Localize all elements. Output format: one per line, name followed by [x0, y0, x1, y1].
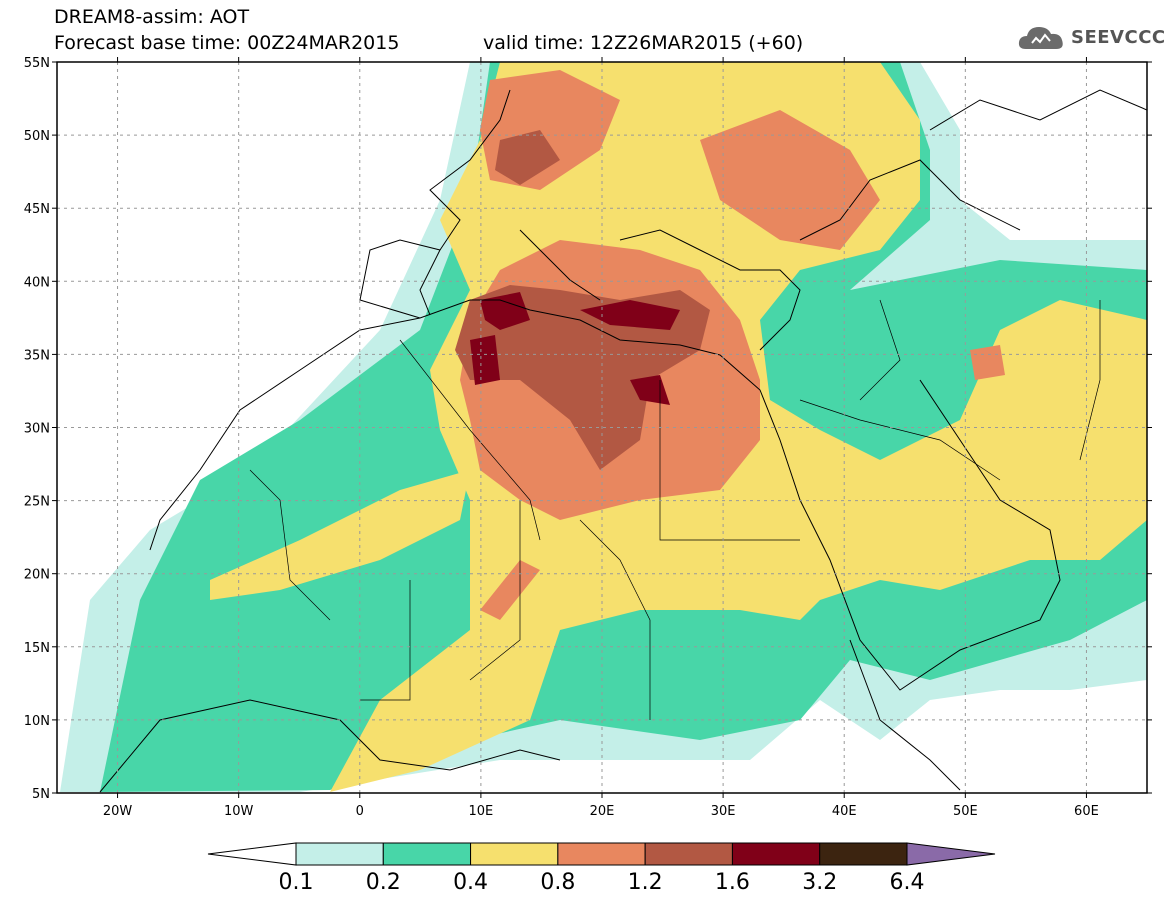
- lat-label: 45N: [24, 202, 50, 217]
- colorbar-low-arrow: [207, 842, 297, 866]
- lon-label: 50E: [953, 804, 978, 819]
- lon-label: 40E: [832, 804, 857, 819]
- aot-level-1.2: [455, 285, 710, 470]
- aot-level-1.6: [580, 300, 680, 330]
- colorbar-level-label: 6.4: [889, 870, 925, 895]
- graticule: [57, 62, 1147, 793]
- aot-level-0.8-patch: [970, 345, 1005, 380]
- lat-label: 50N: [24, 129, 50, 144]
- colorbar-box: [644, 842, 733, 866]
- seevccc-logo: SEEVCCC: [1018, 23, 1165, 55]
- cloud-icon: [1018, 27, 1063, 49]
- colorbar-level-label: 3.2: [802, 870, 838, 895]
- lon-label: 0: [356, 804, 364, 819]
- lat-label: 20N: [24, 568, 50, 583]
- lon-label: 20E: [590, 804, 615, 819]
- lat-label: 30N: [24, 422, 50, 437]
- aot-level-0.8-patch: [480, 560, 540, 620]
- lat-label: 5N: [32, 787, 50, 802]
- colorbar-level-label: 1.6: [714, 870, 750, 895]
- aot-level-0.8-east: [700, 110, 880, 250]
- colorbar-high-arrow: [906, 842, 996, 866]
- logo-text: SEEVCCC: [1071, 27, 1165, 48]
- axis-ticks: [52, 57, 1152, 798]
- aot-level-1.6: [470, 335, 500, 385]
- lon-label: 60E: [1074, 804, 1099, 819]
- lon-label: 10E: [469, 804, 494, 819]
- colorbar-box: [382, 842, 472, 866]
- colorbar-box: [731, 842, 821, 866]
- colorbar-level-label: 0.4: [453, 870, 489, 895]
- lat-label: 40N: [24, 275, 50, 290]
- lon-label: 20W: [103, 804, 133, 819]
- colorbar-level-label: 0.8: [540, 870, 576, 895]
- latitude-labels: 55N 50N 45N 40N 35N 30N 25N 20N 15N 10N 5N: [24, 56, 50, 802]
- longitude-labels: 20W 10W 0 10E 20E 30E 40E 50E 60E: [103, 804, 1099, 819]
- lon-label: 30E: [711, 804, 736, 819]
- colorbar-box: [295, 842, 384, 866]
- colorbar-level-label: 0.2: [365, 870, 401, 895]
- lat-label: 25N: [24, 495, 50, 510]
- aot-level-1.2-europe: [495, 130, 560, 185]
- lat-label: 35N: [24, 348, 50, 363]
- lat-label: 10N: [24, 714, 50, 729]
- valid-time: valid time: 12Z26MAR2015 (+60): [483, 32, 804, 54]
- forecast-base-time: Forecast base time: 00Z24MAR2015: [54, 32, 400, 54]
- lon-label: 10W: [224, 804, 254, 819]
- colorbar-level-label: 1.2: [627, 870, 663, 895]
- lat-label: 55N: [24, 56, 50, 71]
- colorbar-box: [470, 842, 559, 866]
- map-title: DREAM8-assim: AOT: [54, 6, 250, 28]
- lat-label: 15N: [24, 641, 50, 656]
- country-borders: [249, 299, 1101, 720]
- aot-level-1.6: [480, 292, 530, 330]
- colorbar: [207, 842, 996, 866]
- colorbar-box: [557, 842, 646, 866]
- colorbar-box: [819, 842, 908, 866]
- colorbar-level-label: 0.1: [278, 870, 314, 895]
- aot-level-0.4-plume: [210, 470, 470, 600]
